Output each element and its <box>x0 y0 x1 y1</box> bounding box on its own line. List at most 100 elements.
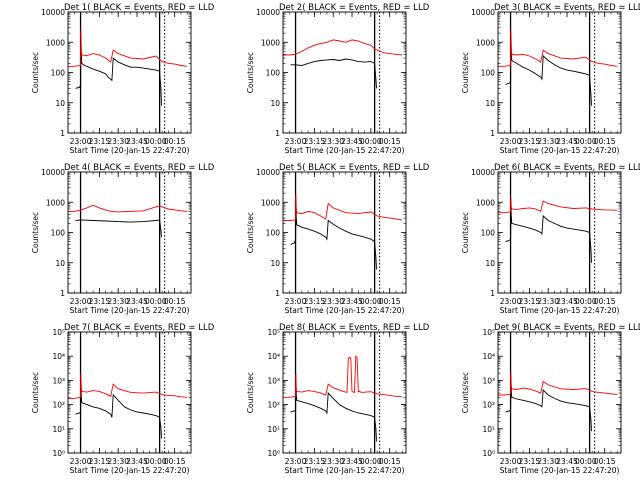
x-tick-label: 23:45 <box>556 297 578 306</box>
x-tick-label: 23:00 <box>70 297 92 306</box>
series-events-line <box>505 36 592 106</box>
x-tick-label: 00:15 <box>379 457 401 466</box>
x-tick-label: 00:00 <box>145 297 167 306</box>
panel-title: Det 4( BLACK = Events, RED = LLD <box>64 163 215 173</box>
x-tick-label: 23:30 <box>107 137 129 146</box>
y-tick-label: 10000 <box>256 168 280 177</box>
panel-det-9: Det 9( BLACK = Events, RED = LLD 10⁰ 10¹ 10… <box>461 323 640 475</box>
panel-title: Det 5( BLACK = Events, RED = LLD <box>279 163 430 173</box>
y-tick-label: 10000 <box>41 168 65 177</box>
y-tick-label: 10⁰ <box>267 449 280 458</box>
y-tick-label: 10⁰ <box>52 449 65 458</box>
x-tick-label: 23:30 <box>322 137 344 146</box>
series-lld-line <box>498 30 618 67</box>
x-tick-label: 23:45 <box>126 297 148 306</box>
y-tick-label: 1000 <box>476 38 495 47</box>
y-tick-label: 10² <box>52 401 65 410</box>
plot-frame <box>67 331 192 454</box>
panel-title: Det 7( BLACK = Events, RED = LLD <box>64 323 215 333</box>
x-tick-label: 00:15 <box>594 137 616 146</box>
y-tick-label: 10 <box>485 99 495 108</box>
plot-frame <box>497 171 622 294</box>
x-axis-label: Start Time (20-Jan-15 22:47:20) <box>285 466 405 475</box>
x-axis-label: Start Time (20-Jan-15 22:47:20) <box>70 466 190 475</box>
x-axis-label: Start Time (20-Jan-15 22:47:20) <box>500 146 620 155</box>
x-tick-label: 23:00 <box>285 297 307 306</box>
y-tick-label: 1 <box>275 289 280 298</box>
y-tick-label: 10⁴ <box>267 352 280 361</box>
plot-frame <box>67 11 192 134</box>
x-tick-label: 00:00 <box>575 297 597 306</box>
x-tick-label: 00:00 <box>360 137 382 146</box>
y-tick-label: 10 <box>55 99 65 108</box>
panel-title: Det 9( BLACK = Events, RED = LLD <box>494 323 640 333</box>
x-tick-label: 23:00 <box>285 137 307 146</box>
panel-det-3: Det 3( BLACK = Events, RED = LLD 1 10 100 10… <box>461 3 640 155</box>
x-tick-label: 23:15 <box>89 137 111 146</box>
y-tick-label: 10⁵ <box>52 328 65 337</box>
series-events-line <box>75 36 162 106</box>
y-tick-label: 10 <box>270 99 280 108</box>
y-tick-label: 1000 <box>46 198 65 207</box>
x-tick-label: 00:15 <box>379 137 401 146</box>
panel-det-6: Det 6( BLACK = Events, RED = LLD 1 10 100 10… <box>461 163 640 315</box>
panel-title: Det 3( BLACK = Events, RED = LLD <box>494 3 640 13</box>
y-tick-label: 10⁵ <box>267 328 280 337</box>
series-lld-line <box>68 30 188 67</box>
y-axis-label: Counts/sec <box>31 212 40 253</box>
x-tick-label: 23:45 <box>341 457 363 466</box>
y-tick-label: 1 <box>490 129 495 138</box>
y-tick-label: 10 <box>485 259 495 268</box>
panel-title: Det 2( BLACK = Events, RED = LLD <box>279 3 430 13</box>
y-axis-label: Counts/sec <box>461 372 470 413</box>
x-tick-label: 00:00 <box>145 137 167 146</box>
x-tick-label: 23:15 <box>304 137 326 146</box>
x-axis-label: Start Time (20-Jan-15 22:47:20) <box>70 146 190 155</box>
series-events-line <box>290 202 377 270</box>
x-tick-label: 23:00 <box>285 457 307 466</box>
y-tick-label: 10⁰ <box>482 449 495 458</box>
y-tick-label: 10⁵ <box>482 328 495 337</box>
y-tick-label: 1 <box>60 289 65 298</box>
x-tick-label: 23:15 <box>89 297 111 306</box>
y-tick-label: 100 <box>481 69 496 78</box>
series-lld-line <box>68 373 188 399</box>
y-tick-label: 1 <box>275 129 280 138</box>
y-tick-label: 10000 <box>471 168 495 177</box>
y-tick-label: 10 <box>270 259 280 268</box>
x-tick-label: 23:15 <box>304 457 326 466</box>
panel-det-8: Det 8( BLACK = Events, RED = LLD 10⁰ 10¹ 10… <box>246 323 430 475</box>
y-axis-label: Counts/sec <box>246 372 255 413</box>
panel-title: Det 1( BLACK = Events, RED = LLD <box>64 3 215 13</box>
x-tick-label: 23:00 <box>500 457 522 466</box>
y-tick-label: 100 <box>481 229 496 238</box>
x-tick-label: 23:00 <box>500 137 522 146</box>
panel-det-1: Det 1( BLACK = Events, RED = LLD 1 10 100 10… <box>31 3 215 155</box>
x-tick-label: 00:00 <box>575 137 597 146</box>
x-tick-label: 00:00 <box>145 457 167 466</box>
y-tick-label: 1 <box>60 129 65 138</box>
panel-title: Det 6( BLACK = Events, RED = LLD <box>494 163 640 173</box>
x-tick-label: 23:15 <box>519 297 541 306</box>
plot-frame <box>497 11 622 134</box>
series-events-line <box>290 381 377 442</box>
y-tick-label: 10¹ <box>482 425 495 434</box>
series-events-line <box>75 380 162 439</box>
x-axis-label: Start Time (20-Jan-15 22:47:20) <box>70 306 190 315</box>
y-tick-label: 10⁴ <box>52 352 65 361</box>
y-tick-label: 10⁴ <box>482 352 495 361</box>
plot-frame <box>282 11 407 134</box>
x-tick-label: 00:15 <box>379 297 401 306</box>
y-axis-label: Counts/sec <box>461 52 470 93</box>
x-tick-label: 00:00 <box>575 457 597 466</box>
y-tick-label: 100 <box>51 69 66 78</box>
series-lld-line <box>68 204 188 213</box>
x-tick-label: 23:45 <box>556 457 578 466</box>
panel-det-2: Det 2( BLACK = Events, RED = LLD 1 10 100 10… <box>246 3 430 155</box>
y-axis-label: Counts/sec <box>31 372 40 413</box>
x-tick-label: 23:00 <box>70 457 92 466</box>
y-tick-label: 100 <box>266 69 281 78</box>
x-tick-label: 23:00 <box>70 137 92 146</box>
